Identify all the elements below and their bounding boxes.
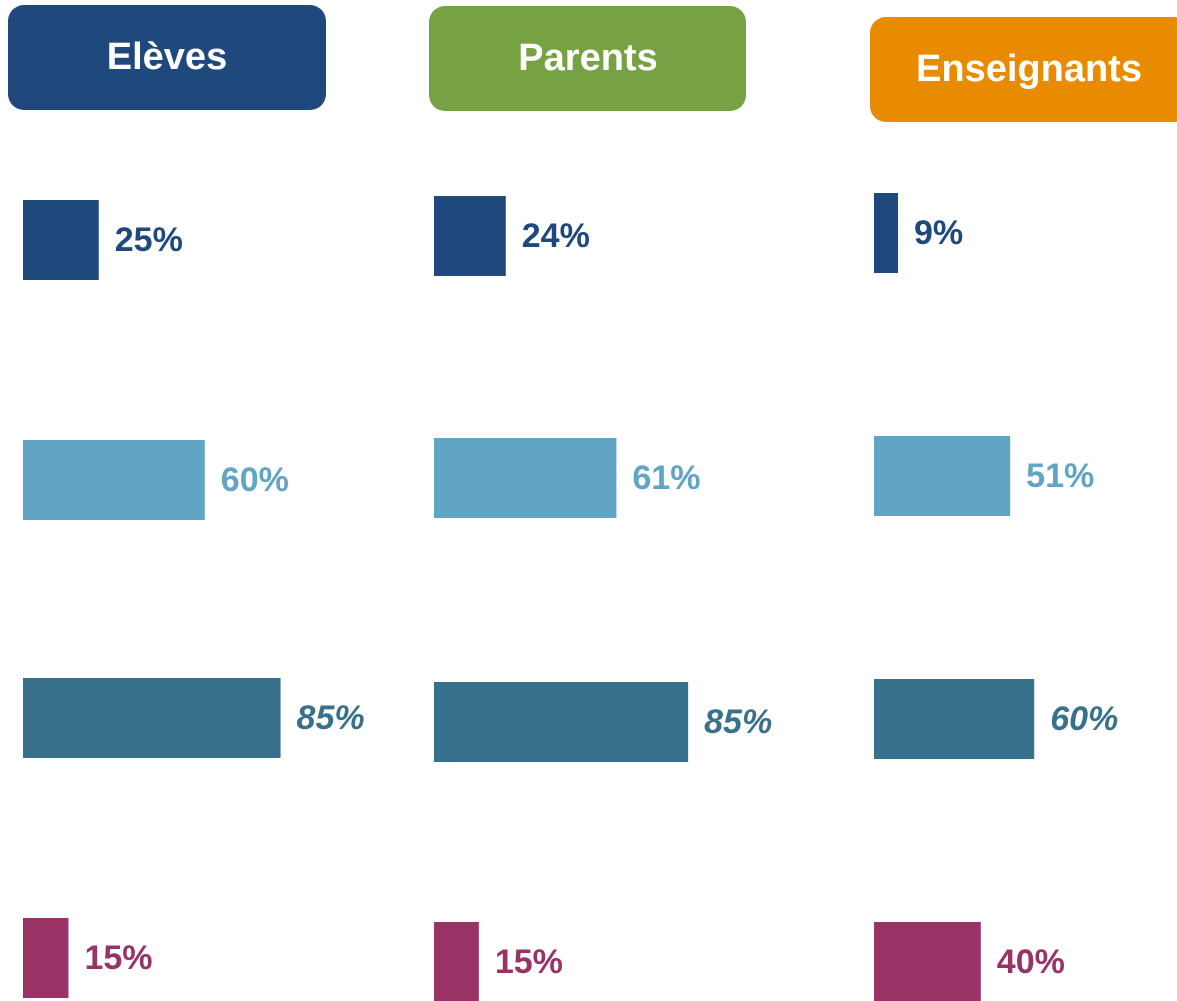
value-label: 15% bbox=[495, 943, 563, 981]
bar bbox=[23, 200, 99, 280]
bar bbox=[23, 678, 281, 758]
value-label: 85% bbox=[297, 699, 365, 737]
value-label: 24% bbox=[522, 217, 590, 255]
bar bbox=[874, 679, 1035, 759]
bar bbox=[434, 196, 506, 276]
bar bbox=[23, 440, 205, 520]
value-label: 51% bbox=[1026, 457, 1094, 495]
header-title: Elèves bbox=[107, 36, 227, 78]
value-label: 60% bbox=[221, 461, 289, 499]
bar bbox=[434, 438, 617, 518]
bar bbox=[874, 193, 899, 273]
value-label: 9% bbox=[914, 214, 963, 252]
bar bbox=[874, 922, 981, 1001]
header-title: Enseignants bbox=[916, 48, 1142, 90]
value-label: 61% bbox=[632, 459, 700, 497]
header-box bbox=[429, 6, 746, 111]
bar bbox=[434, 922, 479, 1001]
header-box bbox=[870, 17, 1177, 122]
value-label: 85% bbox=[704, 703, 772, 741]
value-label: 60% bbox=[1050, 700, 1118, 738]
header-title: Parents bbox=[518, 37, 657, 79]
bar bbox=[434, 682, 689, 762]
bar bbox=[23, 918, 69, 998]
value-label: 40% bbox=[997, 943, 1065, 981]
value-label: 25% bbox=[115, 221, 183, 259]
header-box bbox=[8, 5, 326, 110]
bar bbox=[874, 436, 1011, 516]
value-label: 15% bbox=[84, 939, 152, 977]
